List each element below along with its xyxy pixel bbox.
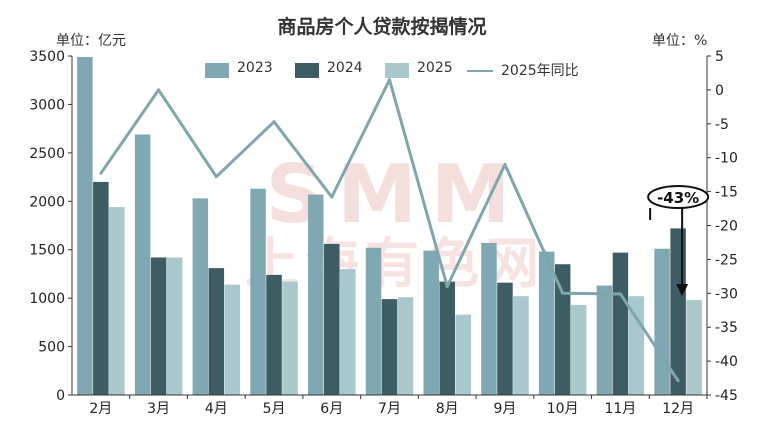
- left-tick-label-500: 500: [38, 340, 65, 356]
- right-tick-label-0: 0: [715, 83, 724, 99]
- x-tick-label-12月: 12月: [662, 401, 694, 417]
- annotation-arrow-head: [676, 284, 689, 296]
- right-tick-label--5: -5: [715, 117, 729, 133]
- bar-2024-3月: [150, 257, 167, 395]
- line-point-7月: [388, 78, 391, 82]
- right-tick-label--20: -20: [715, 219, 738, 235]
- line-point-2月: [99, 171, 103, 175]
- bar-2023-4月: [192, 198, 209, 395]
- legend-line-yoy: [467, 70, 493, 72]
- line-point-3月: [157, 88, 161, 92]
- right-tick-label--30: -30: [715, 286, 738, 302]
- bar-2025-3月: [166, 257, 183, 395]
- x-tick-label-6月: 6月: [320, 401, 343, 417]
- x-tick-label-10月: 10月: [547, 401, 579, 417]
- bar-2023-5月: [250, 188, 266, 395]
- legend-label-2024: 2024: [327, 60, 363, 76]
- line-point-6月: [330, 195, 334, 199]
- left-tick-label-3000: 3000: [29, 97, 65, 113]
- bar-2023-7月: [365, 247, 382, 395]
- bar-2025-5月: [282, 281, 298, 395]
- right-axis-unit: 单位：%: [652, 33, 708, 49]
- bar-2024-2月: [93, 181, 109, 395]
- bar-2023-6月: [308, 194, 324, 395]
- line-point-9月: [503, 162, 507, 166]
- right-tick-label--25: -25: [715, 252, 738, 268]
- bar-2023-8月: [423, 250, 439, 395]
- legend-label-2025: 2025: [417, 60, 453, 76]
- bar-2025-6月: [340, 269, 356, 395]
- right-tick-label--35: -35: [715, 320, 738, 336]
- right-tick-label--15: -15: [715, 185, 738, 201]
- left-tick-label-2500: 2500: [29, 146, 65, 162]
- left-tick-label-1000: 1000: [29, 291, 65, 307]
- x-tick-label-2月: 2月: [89, 401, 112, 417]
- bar-2024-7月: [381, 299, 398, 395]
- bar-2023-11月: [596, 285, 613, 395]
- bar-2024-5月: [266, 274, 282, 395]
- bar-2023-3月: [134, 134, 151, 395]
- legend-label-2023: 2023: [237, 60, 273, 76]
- right-tick-label--45: -45: [715, 388, 738, 404]
- left-tick-label-3500: 3500: [29, 49, 65, 65]
- x-tick-label-4月: 4月: [205, 401, 228, 417]
- x-tick-label-3月: 3月: [147, 401, 170, 417]
- bar-2024-8月: [439, 281, 455, 395]
- x-tick-label-7月: 7月: [378, 401, 401, 417]
- bar-2024-9月: [497, 282, 513, 395]
- right-tick-label--10: -10: [715, 151, 738, 167]
- legend-label-yoy: 2025年同比: [501, 63, 579, 79]
- line-point-8月: [445, 285, 449, 289]
- bar-2024-10月: [554, 264, 571, 395]
- bar-2025-11月: [628, 296, 645, 395]
- bar-2025-2月: [109, 207, 125, 395]
- bar-2024-11月: [612, 252, 629, 395]
- bar-2025-4月: [224, 284, 241, 395]
- bar-2025-12月: [686, 300, 702, 395]
- legend-swatch-2025: [385, 63, 409, 78]
- x-tick-label-8月: 8月: [436, 401, 459, 417]
- line-point-4月: [214, 175, 218, 179]
- line-point-11月: [618, 292, 622, 296]
- bar-2025-9月: [513, 296, 529, 395]
- left-tick-label-0: 0: [56, 388, 65, 404]
- x-tick-label-9月: 9月: [493, 401, 516, 417]
- bar-2023-10月: [538, 251, 555, 395]
- chart-title: 商品房个人贷款按揭情况: [277, 16, 487, 38]
- right-tick-label--40: -40: [715, 354, 738, 370]
- legend-swatch-2023: [205, 63, 229, 78]
- line-point-5月: [272, 120, 276, 124]
- line-point-12月: [676, 379, 680, 383]
- bar-2024-4月: [208, 268, 225, 395]
- left-tick-label-1500: 1500: [29, 243, 65, 259]
- bar-2025-7月: [397, 297, 414, 395]
- legend-swatch-2024: [295, 63, 319, 78]
- annotation-label: -43%: [657, 189, 699, 207]
- right-tick-label-5: 5: [715, 49, 724, 65]
- bar-2023-12月: [654, 248, 670, 395]
- annotation-bubble: [647, 185, 710, 209]
- left-tick-label-2000: 2000: [29, 194, 65, 210]
- line-point-10月: [561, 291, 565, 295]
- bar-2023-9月: [481, 242, 497, 395]
- x-tick-label-5月: 5月: [263, 401, 286, 417]
- bar-2025-8月: [455, 314, 471, 395]
- x-tick-label-11月: 11月: [604, 401, 636, 417]
- bar-2024-6月: [324, 243, 340, 395]
- left-axis-unit: 单位：亿元: [56, 33, 126, 49]
- bar-2023-2月: [77, 56, 93, 396]
- bar-2025-10月: [570, 304, 587, 395]
